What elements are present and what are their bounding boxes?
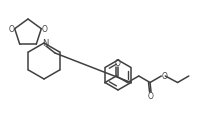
Text: O: O bbox=[148, 91, 154, 100]
Text: O: O bbox=[114, 59, 120, 68]
Text: O: O bbox=[161, 72, 167, 81]
Text: N: N bbox=[42, 39, 48, 48]
Text: O: O bbox=[42, 25, 48, 34]
Text: O: O bbox=[8, 25, 14, 34]
